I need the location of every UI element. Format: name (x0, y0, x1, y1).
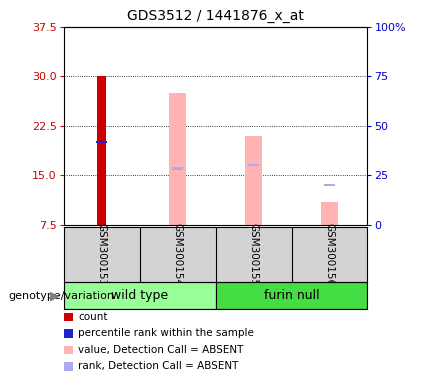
Text: genotype/variation: genotype/variation (9, 291, 115, 301)
Bar (64, 282, 216, 309)
Bar (245, 136, 262, 225)
Text: ▶: ▶ (50, 289, 59, 302)
Title: GDS3512 / 1441876_x_at: GDS3512 / 1441876_x_at (127, 9, 304, 23)
Text: furin null: furin null (264, 289, 319, 302)
Text: value, Detection Call = ABSENT: value, Detection Call = ABSENT (78, 345, 243, 355)
Bar (97, 76, 106, 225)
Bar (96, 141, 107, 143)
Text: count: count (78, 312, 107, 322)
Text: rank, Detection Call = ABSENT: rank, Detection Call = ABSENT (78, 361, 238, 371)
Text: GSM300156: GSM300156 (324, 223, 334, 286)
Text: GSM300155: GSM300155 (249, 223, 259, 286)
Bar (324, 184, 335, 186)
Text: GSM300153: GSM300153 (97, 223, 107, 286)
Text: percentile rank within the sample: percentile rank within the sample (78, 328, 254, 338)
Bar (216, 282, 367, 309)
Bar (248, 164, 259, 167)
Bar (321, 202, 338, 225)
Bar (169, 93, 186, 225)
Text: wild type: wild type (111, 289, 168, 302)
Text: GSM300154: GSM300154 (172, 223, 183, 286)
Bar (172, 167, 183, 170)
